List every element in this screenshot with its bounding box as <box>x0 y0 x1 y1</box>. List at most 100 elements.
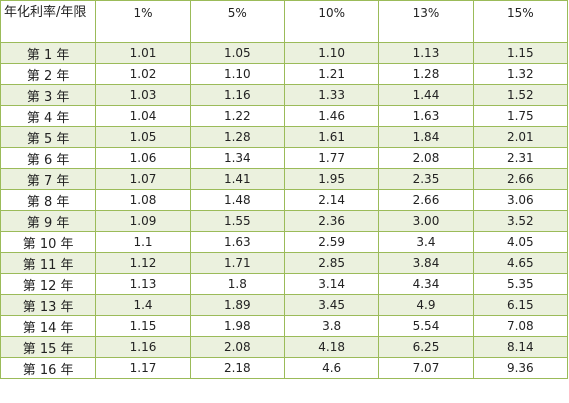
header-row: 年化利率/年限 1% 5% 10% 13% 15% <box>0 0 569 43</box>
multiplier-cell: 2.01 <box>472 126 569 148</box>
multiplier-cell: 1.15 <box>472 42 569 64</box>
multiplier-cell: 1.22 <box>189 105 285 127</box>
multiplier-cell: 1.15 <box>95 315 191 337</box>
year-label-cell: 第 5 年 <box>0 126 97 148</box>
multiplier-cell: 1.12 <box>95 252 191 274</box>
multiplier-cell: 1.98 <box>189 315 285 337</box>
multiplier-cell: 3.8 <box>283 315 380 337</box>
multiplier-cell: 4.65 <box>472 252 569 274</box>
multiplier-cell: 1.32 <box>472 63 569 85</box>
year-label-cell: 第 1 年 <box>0 42 97 64</box>
multiplier-cell: 1.77 <box>283 147 380 169</box>
table-body: 第 1 年 1.01 1.05 1.10 1.13 1.15 第 2 年 1.02 1.10 1.… <box>0 42 569 379</box>
multiplier-cell: 1.84 <box>378 126 474 148</box>
multiplier-cell: 1.10 <box>189 63 285 85</box>
year-label-cell: 第 12 年 <box>0 273 97 295</box>
multiplier-cell: 3.14 <box>283 273 380 295</box>
multiplier-cell: 7.07 <box>378 357 474 379</box>
multiplier-cell: 1.1 <box>95 231 191 253</box>
multiplier-cell: 2.14 <box>283 189 380 211</box>
table-row: 第 6 年 1.06 1.34 1.77 2.08 2.31 <box>0 147 569 169</box>
rate-header-cell: 15% <box>472 0 569 43</box>
rate-header-cell: 10% <box>283 0 380 43</box>
multiplier-cell: 7.08 <box>472 315 569 337</box>
table-header: 年化利率/年限 1% 5% 10% 13% 15% <box>0 0 569 43</box>
multiplier-cell: 4.05 <box>472 231 569 253</box>
multiplier-cell: 1.63 <box>378 105 474 127</box>
multiplier-cell: 2.36 <box>283 210 380 232</box>
multiplier-cell: 1.61 <box>283 126 380 148</box>
multiplier-cell: 1.34 <box>189 147 285 169</box>
table-row: 第 5 年 1.05 1.28 1.61 1.84 2.01 <box>0 126 569 148</box>
multiplier-cell: 1.75 <box>472 105 569 127</box>
multiplier-cell: 3.84 <box>378 252 474 274</box>
table-row: 第 15 年 1.16 2.08 4.18 6.25 8.14 <box>0 336 569 358</box>
year-label-cell: 第 7 年 <box>0 168 97 190</box>
multiplier-cell: 1.17 <box>95 357 191 379</box>
multiplier-cell: 1.95 <box>283 168 380 190</box>
multiplier-cell: 1.41 <box>189 168 285 190</box>
table-row: 第 11 年 1.12 1.71 2.85 3.84 4.65 <box>0 252 569 274</box>
multiplier-cell: 4.18 <box>283 336 380 358</box>
multiplier-cell: 4.9 <box>378 294 474 316</box>
table-row: 第 2 年 1.02 1.10 1.21 1.28 1.32 <box>0 63 569 85</box>
multiplier-cell: 1.48 <box>189 189 285 211</box>
multiplier-cell: 2.35 <box>378 168 474 190</box>
multiplier-cell: 4.34 <box>378 273 474 295</box>
multiplier-cell: 3.4 <box>378 231 474 253</box>
year-label-cell: 第 11 年 <box>0 252 97 274</box>
multiplier-cell: 1.16 <box>95 336 191 358</box>
multiplier-cell: 2.59 <box>283 231 380 253</box>
multiplier-cell: 5.35 <box>472 273 569 295</box>
multiplier-cell: 1.16 <box>189 84 285 106</box>
year-label-cell: 第 9 年 <box>0 210 97 232</box>
multiplier-cell: 6.15 <box>472 294 569 316</box>
table-row: 第 16 年 1.17 2.18 4.6 7.07 9.36 <box>0 357 569 379</box>
multiplier-cell: 1.71 <box>189 252 285 274</box>
multiplier-cell: 8.14 <box>472 336 569 358</box>
multiplier-cell: 1.01 <box>95 42 191 64</box>
table-row: 第 10 年 1.1 1.63 2.59 3.4 4.05 <box>0 231 569 253</box>
multiplier-cell: 1.52 <box>472 84 569 106</box>
year-label-cell: 第 4 年 <box>0 105 97 127</box>
table-row: 第 4 年 1.04 1.22 1.46 1.63 1.75 <box>0 105 569 127</box>
rate-header-cell: 5% <box>189 0 285 43</box>
multiplier-cell: 3.00 <box>378 210 474 232</box>
year-label-cell: 第 3 年 <box>0 84 97 106</box>
table-row: 第 14 年 1.15 1.98 3.8 5.54 7.08 <box>0 315 569 337</box>
multiplier-cell: 3.52 <box>472 210 569 232</box>
multiplier-cell: 2.66 <box>472 168 569 190</box>
table-row: 第 3 年 1.03 1.16 1.33 1.44 1.52 <box>0 84 569 106</box>
multiplier-cell: 3.45 <box>283 294 380 316</box>
multiplier-cell: 5.54 <box>378 315 474 337</box>
multiplier-cell: 1.63 <box>189 231 285 253</box>
multiplier-cell: 1.10 <box>283 42 380 64</box>
multiplier-cell: 1.55 <box>189 210 285 232</box>
multiplier-cell: 1.4 <box>95 294 191 316</box>
year-label-cell: 第 2 年 <box>0 63 97 85</box>
multiplier-cell: 1.46 <box>283 105 380 127</box>
year-label-cell: 第 14 年 <box>0 315 97 337</box>
multiplier-cell: 1.89 <box>189 294 285 316</box>
year-label-cell: 第 6 年 <box>0 147 97 169</box>
compound-interest-table: 年化利率/年限 1% 5% 10% 13% 15% 第 1 年 1.01 1.05 1… <box>0 0 569 379</box>
multiplier-cell: 6.25 <box>378 336 474 358</box>
multiplier-cell: 1.07 <box>95 168 191 190</box>
multiplier-cell: 1.05 <box>95 126 191 148</box>
multiplier-cell: 2.31 <box>472 147 569 169</box>
rate-header-cell: 1% <box>95 0 191 43</box>
multiplier-cell: 1.28 <box>378 63 474 85</box>
table-row: 第 8 年 1.08 1.48 2.14 2.66 3.06 <box>0 189 569 211</box>
multiplier-cell: 3.06 <box>472 189 569 211</box>
table-row: 第 1 年 1.01 1.05 1.10 1.13 1.15 <box>0 42 569 64</box>
multiplier-cell: 1.04 <box>95 105 191 127</box>
table-row: 第 7 年 1.07 1.41 1.95 2.35 2.66 <box>0 168 569 190</box>
multiplier-cell: 1.09 <box>95 210 191 232</box>
multiplier-cell: 1.05 <box>189 42 285 64</box>
multiplier-cell: 9.36 <box>472 357 569 379</box>
multiplier-cell: 1.28 <box>189 126 285 148</box>
year-label-cell: 第 15 年 <box>0 336 97 358</box>
year-label-cell: 第 13 年 <box>0 294 97 316</box>
multiplier-cell: 1.33 <box>283 84 380 106</box>
rate-header-cell: 13% <box>378 0 474 43</box>
